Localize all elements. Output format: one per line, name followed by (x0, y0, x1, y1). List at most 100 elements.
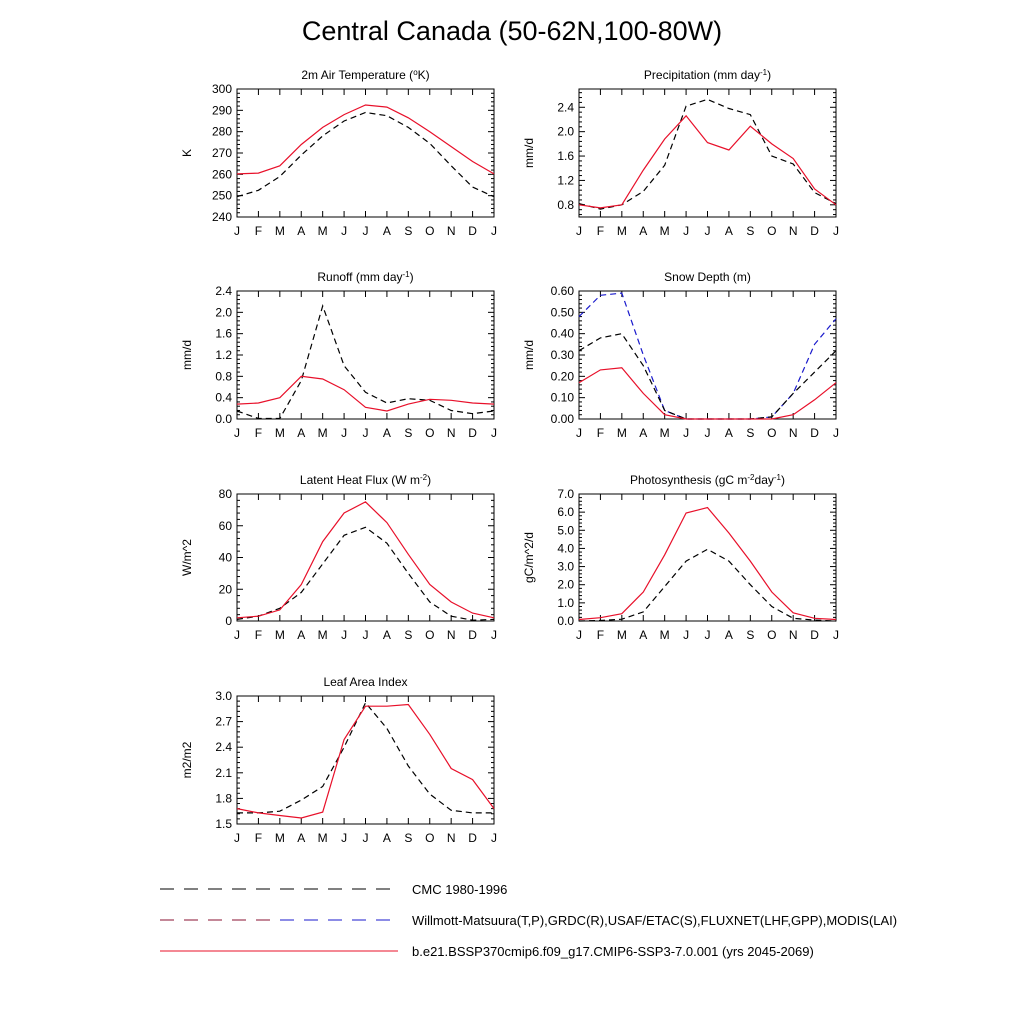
x-tick-label: J (491, 224, 497, 238)
x-tick-label: A (383, 224, 391, 238)
y-tick-label: 0.00 (551, 412, 575, 426)
chart-title: Leaf Area Index (323, 675, 407, 689)
x-tick-label: O (425, 224, 434, 238)
x-tick-label: M (617, 628, 627, 642)
x-tick-label: J (576, 224, 582, 238)
y-tick-label: 0.8 (557, 198, 574, 212)
y-tick-label: 80 (219, 487, 233, 501)
plot-frame (236, 88, 495, 218)
series-line-obs (236, 526, 495, 621)
y-tick-label: 3.0 (215, 689, 232, 703)
y-tick-label: 1.0 (557, 596, 574, 610)
x-tick-label: O (767, 426, 776, 440)
series-line-model (236, 375, 495, 412)
chart-panel-7: Leaf Area Index m2/m2 1.5 1.8 2.1 2.4 2.7 3.0 J F… (180, 675, 497, 845)
legend-label: CMC 1980-1996 (412, 882, 507, 897)
series-line-obs (236, 111, 495, 198)
x-tick-label: S (404, 224, 412, 238)
y-tick-label: 300 (212, 82, 232, 96)
plot-frame (236, 290, 495, 420)
y-tick-label: 4.0 (557, 541, 574, 555)
x-tick-label: A (639, 426, 647, 440)
x-tick-label: M (318, 426, 328, 440)
x-tick-label: M (318, 628, 328, 642)
legend-label: b.e21.BSSP370cmip6.f09_g17.CMIP6-SSP3-7.… (412, 944, 814, 959)
y-tick-label: 290 (212, 103, 232, 117)
x-tick-label: M (617, 426, 627, 440)
x-tick-label: S (404, 831, 412, 845)
chart-panel-4: Snow Depth (m) mm/d 0.00 0.10 0.20 0.30 0.40 0.… (522, 270, 839, 440)
y-tick-label: 3.0 (557, 560, 574, 574)
y-tick-label: 2.0 (557, 578, 574, 592)
y-tick-label: 6.0 (557, 505, 574, 519)
x-tick-label: M (660, 224, 670, 238)
chart-title: Runoff (mm day-1) (317, 270, 413, 284)
x-tick-label: J (341, 224, 347, 238)
x-tick-label: M (275, 628, 285, 642)
y-tick-label: 1.6 (557, 149, 574, 163)
series-line-model (236, 104, 495, 175)
x-tick-label: O (425, 628, 434, 642)
y-tick-label: 260 (212, 167, 232, 181)
x-tick-label: J (491, 628, 497, 642)
x-tick-label: O (425, 831, 434, 845)
x-tick-label: N (789, 628, 798, 642)
y-tick-label: 270 (212, 146, 232, 160)
x-tick-label: J (705, 224, 711, 238)
plot-frame (236, 493, 495, 622)
series-line-obs (578, 548, 837, 622)
chart-title: Photosynthesis (gC m-2day-1) (630, 473, 785, 487)
x-tick-label: D (810, 426, 819, 440)
x-tick-label: D (810, 628, 819, 642)
y-tick-label: 40 (219, 551, 233, 565)
chart-title: Snow Depth (m) (664, 270, 751, 284)
y-axis-label: mm/d (180, 340, 194, 370)
y-tick-label: 0.4 (215, 391, 232, 405)
y-tick-label: 0.30 (551, 348, 575, 362)
x-tick-label: A (639, 224, 647, 238)
x-tick-label: O (425, 426, 434, 440)
x-tick-label: F (597, 628, 604, 642)
page-title: Central Canada (50-62N,100-80W) (301, 16, 723, 46)
chart-panel-1: 2m Air Temperature (oK) K 240 250 260 270 280 2… (180, 68, 497, 238)
x-tick-label: J (683, 426, 689, 440)
series-line-obs (578, 333, 837, 420)
x-tick-label: A (639, 628, 647, 642)
x-tick-label: J (341, 831, 347, 845)
x-tick-label: S (404, 426, 412, 440)
x-tick-label: J (576, 628, 582, 642)
x-tick-label: N (447, 831, 456, 845)
series-line-model (236, 703, 495, 819)
x-tick-label: D (468, 628, 477, 642)
x-tick-label: A (297, 426, 305, 440)
x-tick-label: N (447, 224, 456, 238)
x-tick-label: J (683, 224, 689, 238)
y-tick-label: 1.2 (557, 173, 574, 187)
x-tick-label: J (341, 426, 347, 440)
y-tick-label: 1.6 (215, 327, 232, 341)
plot-frame (578, 290, 837, 420)
x-tick-label: D (810, 224, 819, 238)
x-tick-label: N (789, 224, 798, 238)
x-tick-label: A (383, 426, 391, 440)
series-line-model (578, 367, 837, 420)
x-tick-label: S (746, 628, 754, 642)
x-tick-label: A (725, 628, 733, 642)
plot-frame (236, 695, 495, 825)
chart-title: Precipitation (mm day-1) (644, 68, 771, 82)
x-tick-label: M (617, 224, 627, 238)
y-tick-label: 250 (212, 189, 232, 203)
y-tick-label: 2.0 (215, 305, 232, 319)
x-tick-label: M (660, 426, 670, 440)
x-tick-label: F (255, 224, 262, 238)
x-tick-label: F (255, 426, 262, 440)
x-tick-label: M (275, 426, 285, 440)
x-tick-label: J (491, 426, 497, 440)
x-tick-label: N (447, 628, 456, 642)
y-tick-label: 0.0 (215, 412, 232, 426)
x-tick-label: J (705, 426, 711, 440)
x-tick-label: S (746, 426, 754, 440)
x-tick-label: D (468, 224, 477, 238)
x-tick-label: A (297, 831, 305, 845)
